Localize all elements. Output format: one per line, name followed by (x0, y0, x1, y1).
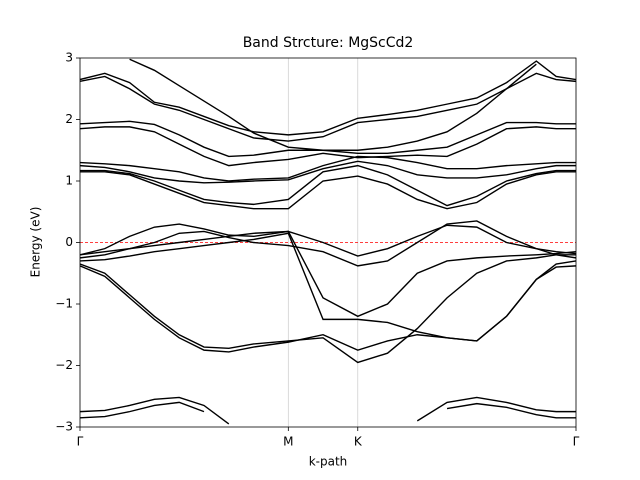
band-line (80, 60, 576, 136)
band-line (80, 120, 576, 158)
band-line (80, 254, 576, 364)
band-line (80, 265, 576, 353)
y-tick-label: 3 (65, 51, 73, 65)
band-line (129, 58, 537, 151)
band-line (80, 155, 576, 182)
x-tick-label: M (283, 435, 293, 449)
band-line (80, 164, 576, 207)
x-tick-label: Γ (573, 435, 580, 449)
band-line (80, 223, 576, 318)
chart-title: Band Strcture: MgScCd2 (243, 35, 414, 51)
band-line (80, 401, 576, 419)
band-line (80, 126, 576, 167)
band-line (80, 232, 576, 342)
band-line (80, 224, 576, 257)
x-tick-label: Γ (77, 435, 84, 449)
band-line (80, 171, 576, 210)
band-line (80, 396, 576, 425)
y-tick-label: 2 (65, 112, 73, 126)
band-line (80, 220, 576, 267)
y-tick-label: −2 (55, 358, 73, 372)
band-line (80, 160, 576, 184)
x-tick-label: K (354, 435, 363, 449)
y-tick-label: 0 (65, 235, 73, 249)
plot-frame (79, 57, 577, 428)
y-axis-label: Energy (eV) (29, 207, 43, 278)
x-axis-label: k-path (309, 455, 348, 469)
y-tick-label: −3 (55, 420, 73, 434)
y-tick-label: −1 (55, 297, 73, 311)
y-tick-label: 1 (65, 174, 73, 188)
